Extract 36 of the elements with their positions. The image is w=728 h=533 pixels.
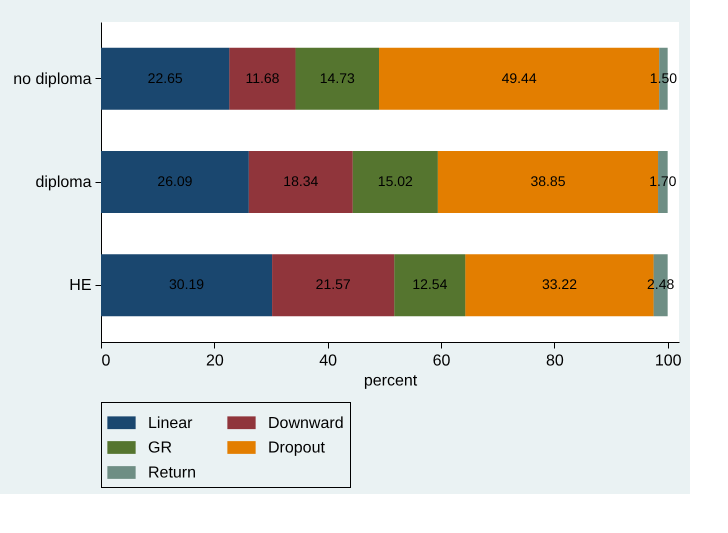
bar [101, 254, 272, 316]
legend-label: GR [148, 440, 172, 456]
data-label: 33.22 [542, 276, 578, 292]
data-label: 11.68 [245, 70, 280, 86]
x-tick-label: 0 [102, 352, 110, 370]
y-tick-label: HE [69, 277, 92, 294]
legend-label: Return [148, 464, 196, 482]
y-tick-label: no diploma [13, 70, 92, 88]
data-label: 21.57 [316, 276, 351, 292]
data-label: 15.02 [378, 173, 414, 189]
x-tick-label: 100 [654, 352, 682, 370]
data-label: 18.34 [283, 173, 319, 189]
data-label: 12.54 [412, 276, 448, 292]
bar [101, 48, 230, 110]
legend-label: Linear [148, 414, 194, 432]
data-label: 26.09 [157, 173, 193, 189]
y-tick-label: diploma [35, 174, 92, 191]
bar [248, 151, 353, 213]
bar [229, 48, 296, 110]
legend-label: Dropout [268, 440, 326, 456]
data-label: 30.19 [169, 276, 204, 292]
x-axis-title: percent [364, 372, 418, 390]
data-label: 22.65 [148, 70, 183, 86]
x-tick-label: 40 [319, 352, 338, 370]
x-tick-label: 20 [206, 352, 224, 370]
data-label: 14.73 [320, 70, 355, 86]
bar [272, 254, 394, 316]
data-label: 38.85 [530, 173, 566, 189]
legend-label: Downward [268, 414, 344, 432]
bar [296, 48, 380, 110]
data-label: 49.44 [502, 70, 537, 86]
x-tick-label: 60 [432, 352, 450, 370]
bar [352, 151, 438, 213]
bar [394, 254, 466, 316]
bar [101, 151, 249, 213]
x-tick-label: 80 [546, 352, 564, 370]
